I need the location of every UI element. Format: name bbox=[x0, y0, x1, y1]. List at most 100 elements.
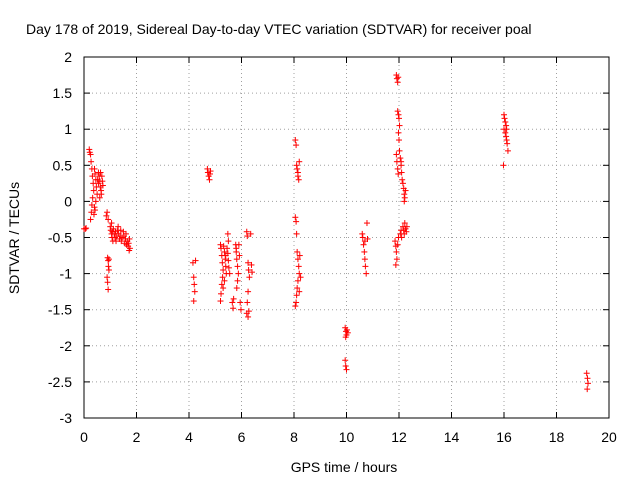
data-point bbox=[501, 115, 508, 122]
data-point bbox=[126, 235, 133, 242]
data-point bbox=[225, 238, 232, 245]
data-point bbox=[236, 252, 243, 259]
data-point bbox=[92, 170, 99, 177]
data-point bbox=[105, 256, 112, 263]
data-point bbox=[294, 248, 301, 255]
x-tick-label: 12 bbox=[391, 429, 407, 445]
data-point bbox=[397, 155, 404, 162]
data-point bbox=[396, 115, 402, 122]
data-point bbox=[293, 218, 300, 225]
data-point bbox=[295, 263, 302, 270]
data-point bbox=[217, 298, 224, 305]
data-point bbox=[105, 266, 112, 273]
data-point bbox=[233, 285, 240, 292]
data-point bbox=[503, 133, 510, 140]
data-point bbox=[105, 263, 112, 270]
data-point bbox=[234, 277, 241, 284]
data-point bbox=[86, 146, 93, 153]
data-point bbox=[399, 180, 406, 187]
data-point bbox=[219, 259, 226, 266]
data-point bbox=[394, 165, 401, 172]
data-point bbox=[293, 292, 300, 299]
data-point bbox=[342, 334, 349, 341]
data-point bbox=[501, 126, 507, 133]
data-point bbox=[192, 257, 199, 264]
data-point bbox=[207, 168, 214, 175]
data-point bbox=[104, 209, 111, 216]
data-point bbox=[584, 386, 591, 393]
x-tick-label: 2 bbox=[133, 429, 141, 445]
data-point bbox=[97, 183, 104, 190]
data-point bbox=[237, 306, 244, 313]
data-point bbox=[88, 158, 95, 165]
data-point bbox=[246, 274, 253, 281]
data-point bbox=[504, 147, 511, 154]
data-point bbox=[108, 220, 115, 227]
data-point bbox=[395, 74, 402, 81]
data-point bbox=[99, 182, 106, 189]
data-point bbox=[500, 162, 507, 169]
data-point bbox=[293, 162, 300, 169]
data-point bbox=[293, 299, 300, 306]
data-point bbox=[503, 137, 510, 144]
data-point bbox=[87, 216, 94, 223]
data-point bbox=[293, 142, 300, 149]
data-point bbox=[235, 241, 242, 248]
x-tick-label: 18 bbox=[549, 429, 565, 445]
data-point bbox=[296, 270, 303, 277]
data-point bbox=[501, 111, 507, 118]
data-point bbox=[118, 238, 125, 245]
x-axis-title: GPS time / hours bbox=[291, 459, 398, 475]
data-point bbox=[395, 129, 402, 136]
data-point bbox=[247, 230, 254, 237]
data-point bbox=[502, 118, 509, 125]
data-point bbox=[190, 298, 197, 305]
data-point bbox=[344, 326, 351, 333]
data-point bbox=[297, 274, 304, 281]
data-point bbox=[294, 277, 301, 284]
x-tick-label: 4 bbox=[185, 429, 193, 445]
data-point bbox=[105, 216, 112, 223]
data-point bbox=[398, 169, 405, 176]
data-point bbox=[190, 274, 197, 281]
data-point bbox=[245, 313, 252, 320]
data-point bbox=[218, 290, 225, 297]
data-point bbox=[393, 248, 400, 255]
data-point bbox=[294, 256, 301, 263]
data-point bbox=[394, 241, 401, 248]
x-tick-label: 16 bbox=[496, 429, 512, 445]
data-point bbox=[221, 277, 228, 284]
data-point bbox=[403, 223, 410, 230]
data-point bbox=[248, 261, 255, 268]
data-point bbox=[395, 111, 402, 118]
data-point bbox=[103, 212, 110, 219]
data-point bbox=[245, 266, 252, 273]
data-point bbox=[226, 270, 233, 277]
data-point bbox=[115, 223, 122, 230]
data-point bbox=[95, 180, 102, 187]
data-point bbox=[220, 266, 227, 273]
data-point bbox=[342, 363, 349, 370]
data-point bbox=[99, 178, 106, 185]
data-point bbox=[244, 233, 251, 240]
data-point bbox=[87, 151, 94, 158]
data-point bbox=[293, 230, 300, 237]
x-tick-label: 0 bbox=[80, 429, 88, 445]
data-point bbox=[220, 243, 227, 250]
data-point bbox=[126, 245, 133, 252]
data-point bbox=[104, 274, 111, 281]
data-point bbox=[244, 299, 251, 306]
data-point bbox=[104, 254, 111, 261]
data-point bbox=[113, 238, 120, 245]
data-point bbox=[292, 137, 299, 144]
data-point bbox=[117, 227, 124, 234]
data-point bbox=[359, 230, 366, 237]
data-point bbox=[98, 191, 105, 198]
data-point bbox=[225, 264, 232, 271]
data-point bbox=[235, 270, 242, 277]
y-tick-label: 0 bbox=[64, 193, 72, 209]
data-point bbox=[83, 225, 90, 232]
data-point bbox=[294, 285, 301, 292]
data-point bbox=[392, 261, 399, 268]
